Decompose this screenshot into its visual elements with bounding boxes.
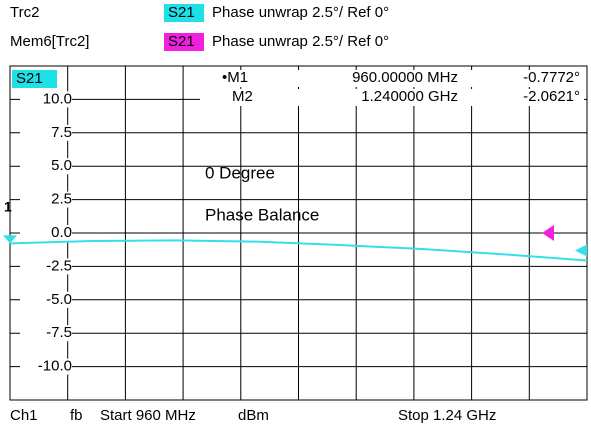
trace-format: Phase unwrap 2.5°/ Ref 0° — [212, 33, 389, 50]
readout-bg — [200, 70, 584, 87]
footer-text: fb — [70, 407, 83, 424]
trace-name: Trc2 — [10, 4, 39, 21]
footer-text: Ch1 — [10, 407, 38, 424]
tick-label-bg — [20, 258, 72, 275]
y-tick-label: -2.5 — [46, 257, 72, 274]
trace-line — [9, 239, 588, 262]
y-tick-label: 5.0 — [51, 157, 72, 174]
y-tick-label: 2.5 — [51, 191, 72, 208]
annotation: Phase Balance — [205, 205, 319, 224]
marker-response: -2.0621° — [523, 88, 580, 105]
y-tick-label: 0.0 — [51, 224, 72, 241]
readout-bg — [200, 89, 584, 106]
tick-label-bg — [20, 158, 72, 175]
param-label: S21 — [168, 4, 195, 21]
marker — [575, 244, 587, 257]
param-box — [164, 33, 204, 51]
trace-label: S21 — [16, 70, 43, 87]
param-label: S21 — [168, 33, 195, 50]
y-tick-label: -10.0 — [38, 358, 72, 375]
footer-text: Stop 1.24 GHz — [398, 407, 496, 424]
tick-label-bg — [20, 291, 72, 308]
marker-stimulus: 1.240000 GHz — [361, 88, 458, 105]
annotation: 0 Degree — [205, 163, 275, 182]
y-tick-label: -5.0 — [46, 291, 72, 308]
tick-label-bg — [20, 225, 72, 241]
trace-name: Mem6[Trc2] — [10, 33, 89, 50]
marker-flag: 1 — [4, 199, 12, 215]
y-tick-label: 10.0 — [43, 90, 72, 107]
tick-label-bg — [20, 124, 72, 141]
marker-name: •M1 — [222, 69, 248, 86]
param-box — [164, 4, 204, 22]
marker-name: M2 — [232, 88, 253, 105]
trace-format: Phase unwrap 2.5°/ Ref 0° — [212, 4, 389, 21]
memory-marker — [542, 225, 554, 241]
tick-label-bg — [20, 358, 72, 375]
marker-stimulus: 960.00000 MHz — [352, 69, 458, 86]
tick-label-bg — [20, 91, 72, 108]
tick-label-bg — [20, 325, 72, 342]
y-tick-label: 7.5 — [51, 124, 72, 141]
footer-text: dBm — [238, 407, 269, 424]
marker-response: -0.7772° — [523, 69, 580, 86]
marker — [3, 235, 17, 244]
footer-text: Start 960 MHz — [100, 407, 196, 424]
trace-label-box — [12, 70, 57, 88]
tick-label-bg — [20, 191, 72, 208]
y-tick-label: -7.5 — [46, 324, 72, 341]
